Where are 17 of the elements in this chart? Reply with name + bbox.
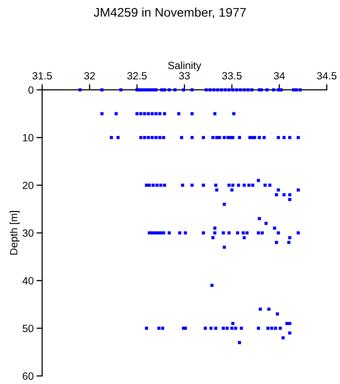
y-tick-label: 40 [22, 277, 34, 284]
x-tick-label: 32.5 [127, 72, 147, 80]
y-tick-label: 60 [22, 372, 34, 380]
y-tick-label: 30 [22, 229, 34, 237]
y-axis-title: Depth [m] [10, 211, 20, 255]
x-axis-title: Salinity [168, 61, 202, 72]
x-tick-label: 32 [84, 72, 95, 80]
x-tick-label: 31.5 [32, 72, 52, 80]
chart-title: JM4259 in November, 1977 [94, 8, 246, 18]
x-tick-label: 34 [274, 72, 285, 80]
x-tick-label: 33.5 [222, 72, 242, 80]
y-tick-label: 50 [22, 324, 34, 332]
y-tick-label: 10 [23, 134, 34, 142]
x-tick-label: 33 [179, 72, 190, 80]
x-tick-label: 34.5 [317, 72, 336, 80]
y-tick-label: 0 [28, 86, 34, 94]
y-tick-label: 20 [22, 182, 34, 190]
